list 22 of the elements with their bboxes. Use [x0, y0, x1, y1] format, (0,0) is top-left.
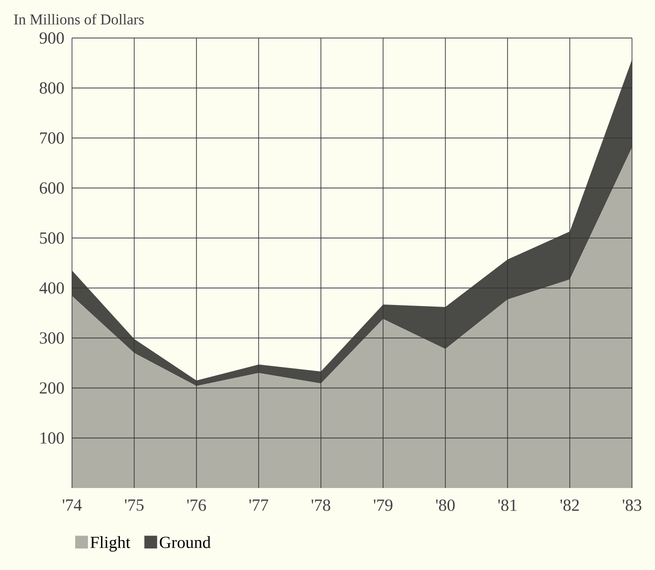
legend-label: Ground	[160, 536, 211, 548]
x-tick-label: '75	[124, 499, 144, 511]
x-tick-label: '79	[374, 499, 392, 511]
x-tick-label: '83	[622, 499, 642, 511]
y-tick-label: 600	[40, 182, 64, 194]
x-tick-label: '78	[312, 499, 330, 511]
x-tick-label: '74	[62, 499, 82, 511]
y-tick-label: 100	[40, 432, 64, 444]
y-tick-label: 700	[40, 132, 64, 144]
x-tick-label: '80	[436, 499, 455, 511]
y-tick-label: 300	[40, 332, 64, 344]
y-tick-label: 400	[39, 282, 64, 294]
y-tick-label: 500	[40, 232, 64, 244]
x-tick-label: '77	[249, 499, 268, 511]
y-tick-label: 900	[40, 32, 64, 44]
x-tick-label: '82	[560, 499, 579, 511]
legend-label: Flight	[90, 536, 130, 552]
x-tick-label: '76	[187, 499, 206, 511]
y-tick-label: 200	[40, 382, 64, 394]
x-tick-label: '81	[498, 499, 517, 511]
y-tick-label: 800	[40, 82, 64, 94]
y-axis-title: In Millions of Dollars	[14, 14, 144, 24]
